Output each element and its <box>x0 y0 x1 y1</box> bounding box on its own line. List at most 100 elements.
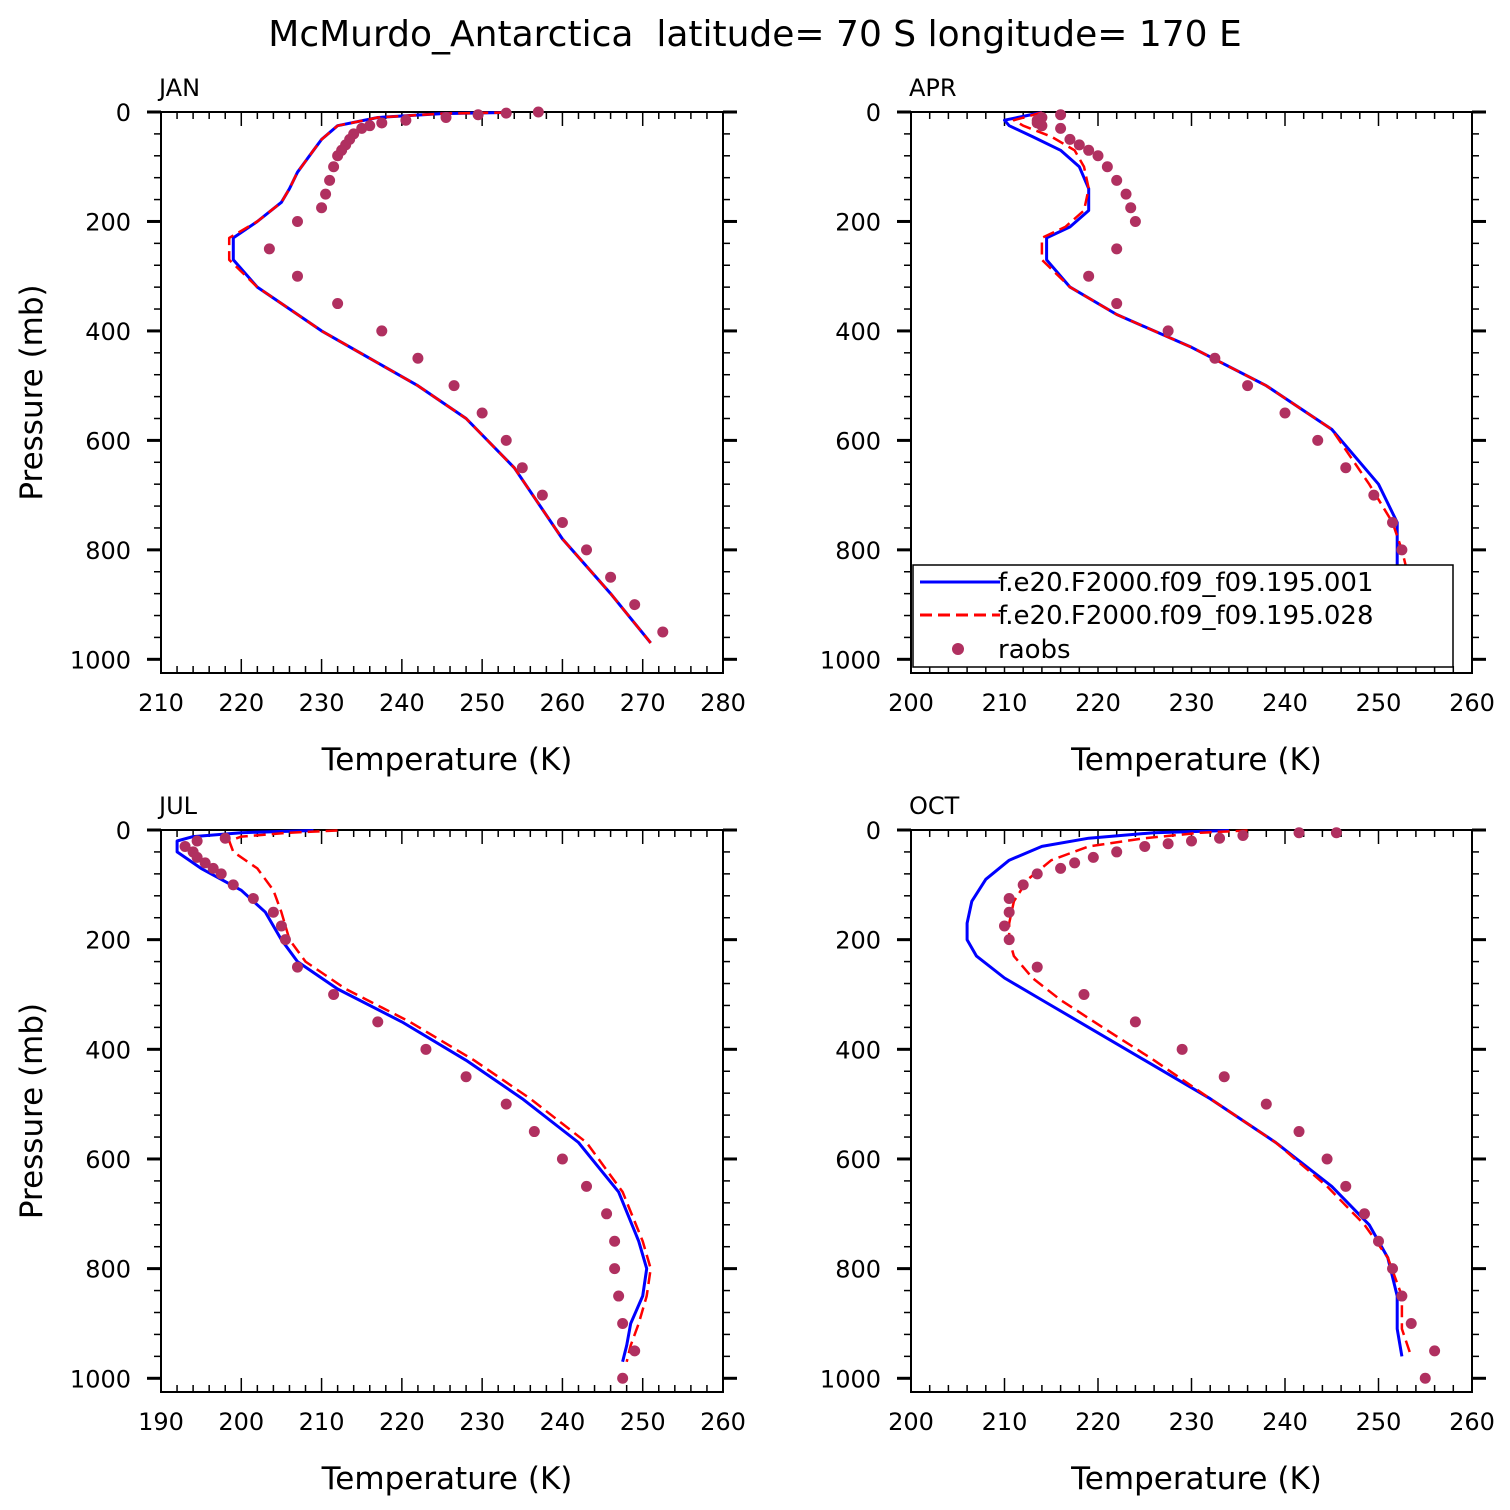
raobs-point <box>1073 139 1085 151</box>
x-tick-label: 250 <box>620 1408 666 1436</box>
raobs-point <box>1139 840 1151 852</box>
raobs-point <box>1209 352 1221 364</box>
raobs-point <box>1111 298 1123 310</box>
x-tick-label: 210 <box>982 689 1028 717</box>
raobs-point <box>581 544 593 556</box>
y-axis-label: Pressure (mb) <box>14 1003 50 1219</box>
y-tick-label: 0 <box>866 817 881 845</box>
raobs-point <box>1429 1345 1441 1357</box>
raobs-point <box>328 988 340 1000</box>
x-tick-label: 260 <box>1449 1408 1495 1436</box>
x-tick-label: 250 <box>1356 1408 1402 1436</box>
y-tick-label: 1000 <box>70 646 131 674</box>
raobs-point <box>609 1263 621 1275</box>
legend-swatch-raobs <box>952 643 964 655</box>
raobs-point <box>291 215 303 227</box>
y-tick-label: 400 <box>85 1036 131 1064</box>
axes-frame-oct <box>910 829 1473 1393</box>
y-tick-label: 1000 <box>820 1365 881 1393</box>
raobs-point <box>500 434 512 446</box>
raobs-point <box>1031 868 1043 880</box>
raobs-point <box>1358 1208 1370 1220</box>
raobs-point <box>1218 1071 1230 1083</box>
raobs-point <box>291 961 303 973</box>
legend: f.e20.F2000.f09_f09.195.001f.e20.F2000.f… <box>912 564 1454 668</box>
y-tick-label: 600 <box>835 1146 881 1174</box>
legend-entry-label: f.e20.F2000.f09_f09.195.001 <box>998 568 1374 598</box>
y-tick-label: 800 <box>85 537 131 565</box>
raobs-point <box>1237 829 1249 841</box>
raobs-point <box>472 109 484 121</box>
raobs-point <box>1055 862 1067 874</box>
x-tick-label: 250 <box>1356 689 1402 717</box>
y-tick-label: 800 <box>85 1256 131 1284</box>
raobs-point <box>1092 150 1104 162</box>
series-line-028 <box>1012 111 1436 644</box>
x-tick-label: 230 <box>1169 689 1215 717</box>
x-tick-label: 230 <box>299 689 345 717</box>
axes-frame-jul <box>160 829 724 1393</box>
raobs-point <box>1387 1263 1399 1275</box>
raobs-point <box>516 462 528 474</box>
raobs-point <box>1031 961 1043 973</box>
raobs-point <box>1003 893 1015 905</box>
raobs-point <box>1242 380 1254 392</box>
series-line-001 <box>1003 111 1436 644</box>
raobs-point <box>536 489 548 501</box>
raobs-point <box>179 840 191 852</box>
legend-entry-label: f.e20.F2000.f09_f09.195.028 <box>998 601 1374 631</box>
raobs-point <box>316 202 328 214</box>
raobs-point <box>629 1345 641 1357</box>
raobs-point <box>476 407 488 419</box>
x-axis-label: Temperature (K) <box>1070 1461 1322 1497</box>
raobs-point <box>320 188 332 200</box>
raobs-point <box>412 352 424 364</box>
raobs-point <box>1186 835 1197 847</box>
raobs-point <box>1340 462 1352 474</box>
raobs-point <box>1214 832 1226 844</box>
x-tick-label: 240 <box>540 1408 586 1436</box>
raobs-point <box>1111 846 1123 858</box>
panel-jul: JUL 190 200 210 220 230 240 250 260 0 200 400 600 800… <box>14 792 746 1497</box>
raobs-point <box>1162 325 1174 337</box>
raobs-point <box>1129 1016 1141 1028</box>
raobs-point <box>528 1126 540 1138</box>
panel-label-apr: APR <box>909 74 957 102</box>
raobs-point <box>657 626 669 638</box>
raobs-point <box>1083 270 1095 282</box>
raobs-point <box>1003 934 1015 946</box>
x-tick-label: 200 <box>888 689 934 717</box>
raobs-point <box>263 243 275 255</box>
y-tick-label: 1000 <box>820 646 881 674</box>
raobs-point <box>400 114 412 126</box>
raobs-point <box>1111 243 1123 255</box>
raobs-point <box>227 879 239 891</box>
panel-label-oct: OCT <box>909 792 960 820</box>
raobs-point <box>1368 489 1380 501</box>
raobs-point <box>1003 906 1015 918</box>
raobs-point <box>191 835 203 847</box>
y-axis-label: Pressure (mb) <box>14 284 50 500</box>
y-tick-label: 200 <box>835 208 881 236</box>
y-tick-label: 0 <box>116 817 131 845</box>
raobs-point <box>376 117 388 129</box>
x-tick-label: 210 <box>982 1408 1028 1436</box>
raobs-point <box>500 1098 512 1110</box>
raobs-point <box>1176 1043 1188 1055</box>
raobs-point <box>1083 144 1095 156</box>
y-tick-label: 800 <box>835 1256 881 1284</box>
y-tick-label: 400 <box>835 1036 881 1064</box>
x-tick-label: 260 <box>700 1408 746 1436</box>
x-tick-label: 240 <box>1262 689 1308 717</box>
raobs-point <box>1162 838 1174 850</box>
raobs-point <box>1111 174 1123 186</box>
raobs-point <box>1340 1180 1352 1192</box>
raobs-point <box>1260 1098 1272 1110</box>
series-line-028 <box>1007 829 1413 1357</box>
y-tick-label: 1000 <box>70 1365 131 1393</box>
y-tick-label: 200 <box>85 927 131 955</box>
y-tick-label: 600 <box>85 427 131 455</box>
raobs-point <box>999 920 1010 932</box>
y-tick-label: 400 <box>835 318 881 346</box>
raobs-point <box>1055 109 1067 121</box>
